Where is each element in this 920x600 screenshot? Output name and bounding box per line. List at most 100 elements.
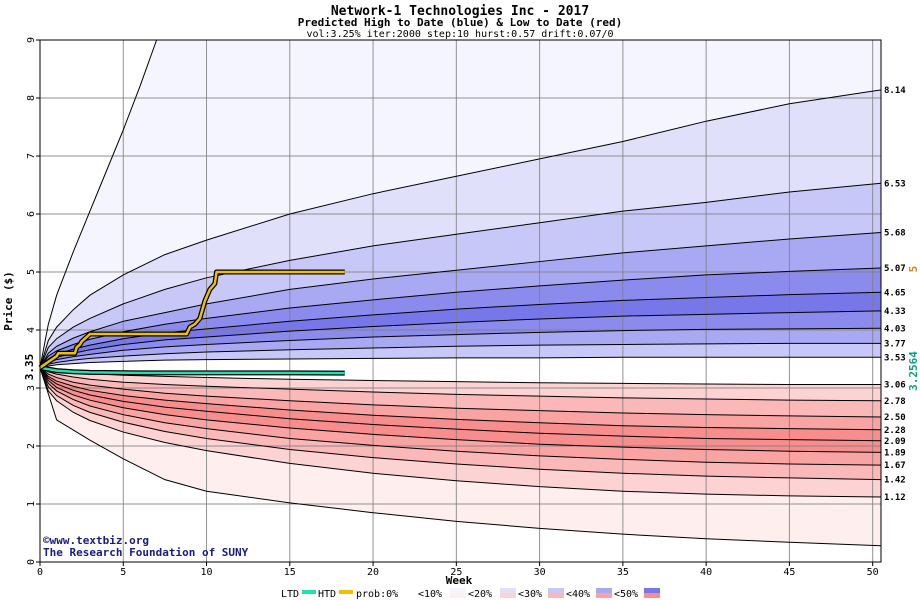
price-paths bbox=[38, 269, 345, 376]
x-tick-label-6: 30 bbox=[534, 567, 546, 578]
q-upper-1-end-label: 8.14 bbox=[884, 86, 906, 96]
q-lower-5-end-label: 2.09 bbox=[884, 437, 906, 447]
y-tick-label-2: 2 bbox=[26, 443, 37, 449]
lg-0-lower-half bbox=[398, 593, 414, 598]
x-tick-label-5: 25 bbox=[450, 567, 462, 578]
chart-title: Network-1 Technologies Inc - 2017 bbox=[331, 4, 589, 19]
y-tick-label-5: 5 bbox=[26, 269, 37, 275]
q-upper-9-end-label: 3.53 bbox=[884, 353, 906, 363]
q-lower-7-line bbox=[39, 367, 882, 466]
x-axis: 0 5 10 15 20 25 30 35 40 45 50 bbox=[37, 562, 879, 578]
lower-band-7 bbox=[40, 367, 881, 480]
grid-lines bbox=[39, 39, 881, 563]
q-upper-8-end-label: 3.77 bbox=[884, 339, 906, 349]
lower-band-8 bbox=[40, 367, 881, 498]
lower-band-2 bbox=[40, 367, 881, 417]
lower-band-5 bbox=[40, 367, 881, 453]
q-lower-3-end-label: 2.50 bbox=[884, 413, 906, 423]
upper-band-2 bbox=[40, 183, 881, 368]
y-tick-label-7: 7 bbox=[26, 153, 37, 159]
q-upper-2-line bbox=[39, 182, 882, 368]
credit-website: ©www.textbiz.org bbox=[43, 534, 149, 547]
q-lower-1-end-label: 3.06 bbox=[884, 381, 906, 391]
y-tick-label-9: 9 bbox=[26, 37, 37, 43]
x-tick-label-10: 50 bbox=[867, 567, 879, 578]
q-upper-4-line bbox=[39, 267, 882, 368]
lower-band-1 bbox=[40, 367, 881, 401]
y-axis: 0 1 2 3 4 5 6 7 8 9 bbox=[26, 37, 40, 565]
q-lower-2-end-label: 2.78 bbox=[884, 397, 906, 407]
upper-band-7 bbox=[40, 328, 881, 368]
legend-lt10-label: <10% bbox=[418, 589, 442, 600]
q-lower-4-line bbox=[39, 367, 882, 431]
y-tick-label-0: 0 bbox=[26, 559, 37, 565]
y-tick-label-8: 8 bbox=[26, 95, 37, 101]
credit-organization: The Research Foundation of SUNY bbox=[43, 546, 249, 559]
legend-lt20-label: <20% bbox=[468, 589, 492, 600]
q-upper-3-line bbox=[39, 232, 882, 368]
ltd-path bbox=[39, 366, 345, 375]
upper-band-1 bbox=[40, 89, 881, 368]
legend-swatch-50-top bbox=[644, 588, 660, 593]
x-tick-label-0: 0 bbox=[37, 567, 43, 578]
legend-ltd-swatch bbox=[302, 590, 316, 594]
q-lower-9-end-label: 1.12 bbox=[884, 493, 906, 503]
x-tick-label-7: 35 bbox=[617, 567, 629, 578]
q-lower-3-line bbox=[39, 367, 882, 418]
legend-ltd-label: LTD bbox=[281, 589, 299, 600]
legend-swatch-50-bottom bbox=[644, 593, 660, 598]
q-upper-5-end-label: 4.65 bbox=[884, 288, 906, 298]
quantile-end-labels: 8.14 6.53 5.68 5.07 4.65 4.33 4.03 3.77 3.53 3.06… bbox=[884, 86, 906, 503]
legend-lt40-label: <40% bbox=[566, 589, 590, 600]
lg-30-lower-half bbox=[548, 593, 564, 598]
q-lower-9-line bbox=[39, 367, 882, 498]
legend-prob-label: prob:0% bbox=[356, 589, 398, 600]
lg-20-lower-half bbox=[500, 593, 516, 598]
x-tick-label-3: 15 bbox=[284, 567, 296, 578]
upper-probability-bands bbox=[40, 40, 881, 368]
outer-upper-line bbox=[39, 39, 158, 368]
chart-params: vol:3.25% iter:2000 step:10 hurst:0.57 d… bbox=[306, 29, 613, 40]
legend-htd-label: HTD bbox=[318, 589, 336, 600]
lg-10-lower-half bbox=[450, 593, 466, 598]
high-marker-label: 5 bbox=[907, 266, 920, 273]
upper-band-8 bbox=[40, 343, 881, 368]
x-tick-label-1: 5 bbox=[120, 567, 126, 578]
q-upper-4-end-label: 5.07 bbox=[884, 264, 906, 274]
y-tick-label-4: 4 bbox=[26, 327, 37, 333]
chart-subtitle: Predicted High to Date (blue) & Low to D… bbox=[298, 16, 623, 29]
q-upper-1-line bbox=[39, 89, 882, 368]
legend: LTD HTD prob:0% <10% <20% <30% <40% <50% bbox=[281, 588, 660, 600]
x-axis-label: Week bbox=[446, 574, 473, 587]
upper-band-6 bbox=[40, 310, 881, 368]
q-lower-6-end-label: 1.89 bbox=[884, 448, 906, 458]
x-tick-label-8: 40 bbox=[700, 567, 712, 578]
q-upper-9-line bbox=[39, 356, 881, 369]
q-lower-8-end-label: 1.42 bbox=[884, 476, 906, 486]
outer-lower-line bbox=[39, 367, 882, 547]
q-upper-7-line bbox=[39, 327, 882, 369]
x-tick-label-2: 10 bbox=[201, 567, 213, 578]
q-lower-7-end-label: 1.67 bbox=[884, 461, 906, 471]
q-lower-8-line bbox=[39, 367, 882, 481]
q-lower-2-line bbox=[39, 367, 882, 402]
q-upper-6-end-label: 4.33 bbox=[884, 307, 906, 317]
legend-htd-swatch bbox=[339, 590, 353, 594]
lower-band-0 bbox=[40, 367, 881, 546]
y-tick-label-3: 3 bbox=[26, 385, 37, 391]
htd-path bbox=[39, 270, 345, 369]
upper-band-3 bbox=[40, 232, 881, 368]
lg-40-lower-half bbox=[596, 593, 612, 598]
q-upper-3-end-label: 5.68 bbox=[884, 229, 906, 239]
x-tick-label-4: 20 bbox=[367, 567, 379, 578]
y-axis-label: Price ($) bbox=[2, 271, 15, 331]
q-lower-6-line bbox=[39, 367, 882, 453]
upper-band-0 bbox=[40, 40, 881, 368]
x-tick-label-9: 45 bbox=[783, 567, 795, 578]
q-lower-4-end-label: 2.28 bbox=[884, 426, 906, 436]
q-upper-2-end-label: 6.53 bbox=[884, 179, 906, 189]
low-marker-label: 3.2564 bbox=[907, 351, 920, 391]
upper-band-5 bbox=[40, 292, 881, 368]
start-value-label: 3.35 bbox=[23, 354, 36, 381]
